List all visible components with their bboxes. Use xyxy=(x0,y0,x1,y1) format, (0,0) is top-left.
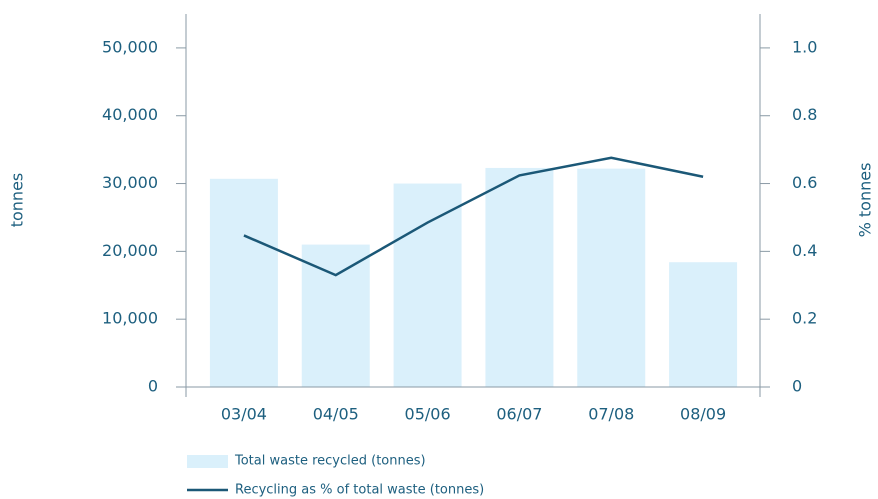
legend-label: Total waste recycled (tonnes) xyxy=(234,454,426,469)
y-tick-label: 40,000 xyxy=(102,105,158,124)
legend-label: Recycling as % of total waste (tonnes) xyxy=(235,483,484,498)
bar xyxy=(577,168,646,387)
y2-tick-label: 1.0 xyxy=(792,37,817,56)
y2-tick-label: 0.4 xyxy=(792,241,817,260)
x-tick-label: 05/06 xyxy=(405,405,451,424)
y2-tick-label: 0.2 xyxy=(792,309,817,328)
legend-swatch xyxy=(187,455,228,468)
bar xyxy=(669,262,738,387)
y-tick-label: 20,000 xyxy=(102,241,158,260)
y2-tick-label: 0.6 xyxy=(792,173,817,192)
x-tick-label: 03/04 xyxy=(221,405,267,424)
legend: Total waste recycled (tonnes) Recycling a… xyxy=(187,454,484,498)
x-tick-label: 07/08 xyxy=(588,405,634,424)
y-tick-label: 50,000 xyxy=(102,37,158,56)
y-tick-label: 0 xyxy=(148,377,158,396)
line xyxy=(243,156,704,277)
y2-tick-label: 0.8 xyxy=(792,105,817,124)
bar xyxy=(393,183,462,387)
x-tick-label: 04/05 xyxy=(313,405,359,424)
x-tick-label: 08/09 xyxy=(680,405,726,424)
bar xyxy=(485,167,554,387)
y-tick-label: 30,000 xyxy=(102,173,158,192)
y2-tick-label: 0 xyxy=(792,377,802,396)
y-tick-label: 10,000 xyxy=(102,309,158,328)
x-tick-label: 06/07 xyxy=(496,405,542,424)
y2-axis-label: % tonnes xyxy=(856,163,875,238)
bar xyxy=(209,178,278,387)
bar xyxy=(301,244,370,387)
y-axis-label: tonnes xyxy=(8,173,27,228)
